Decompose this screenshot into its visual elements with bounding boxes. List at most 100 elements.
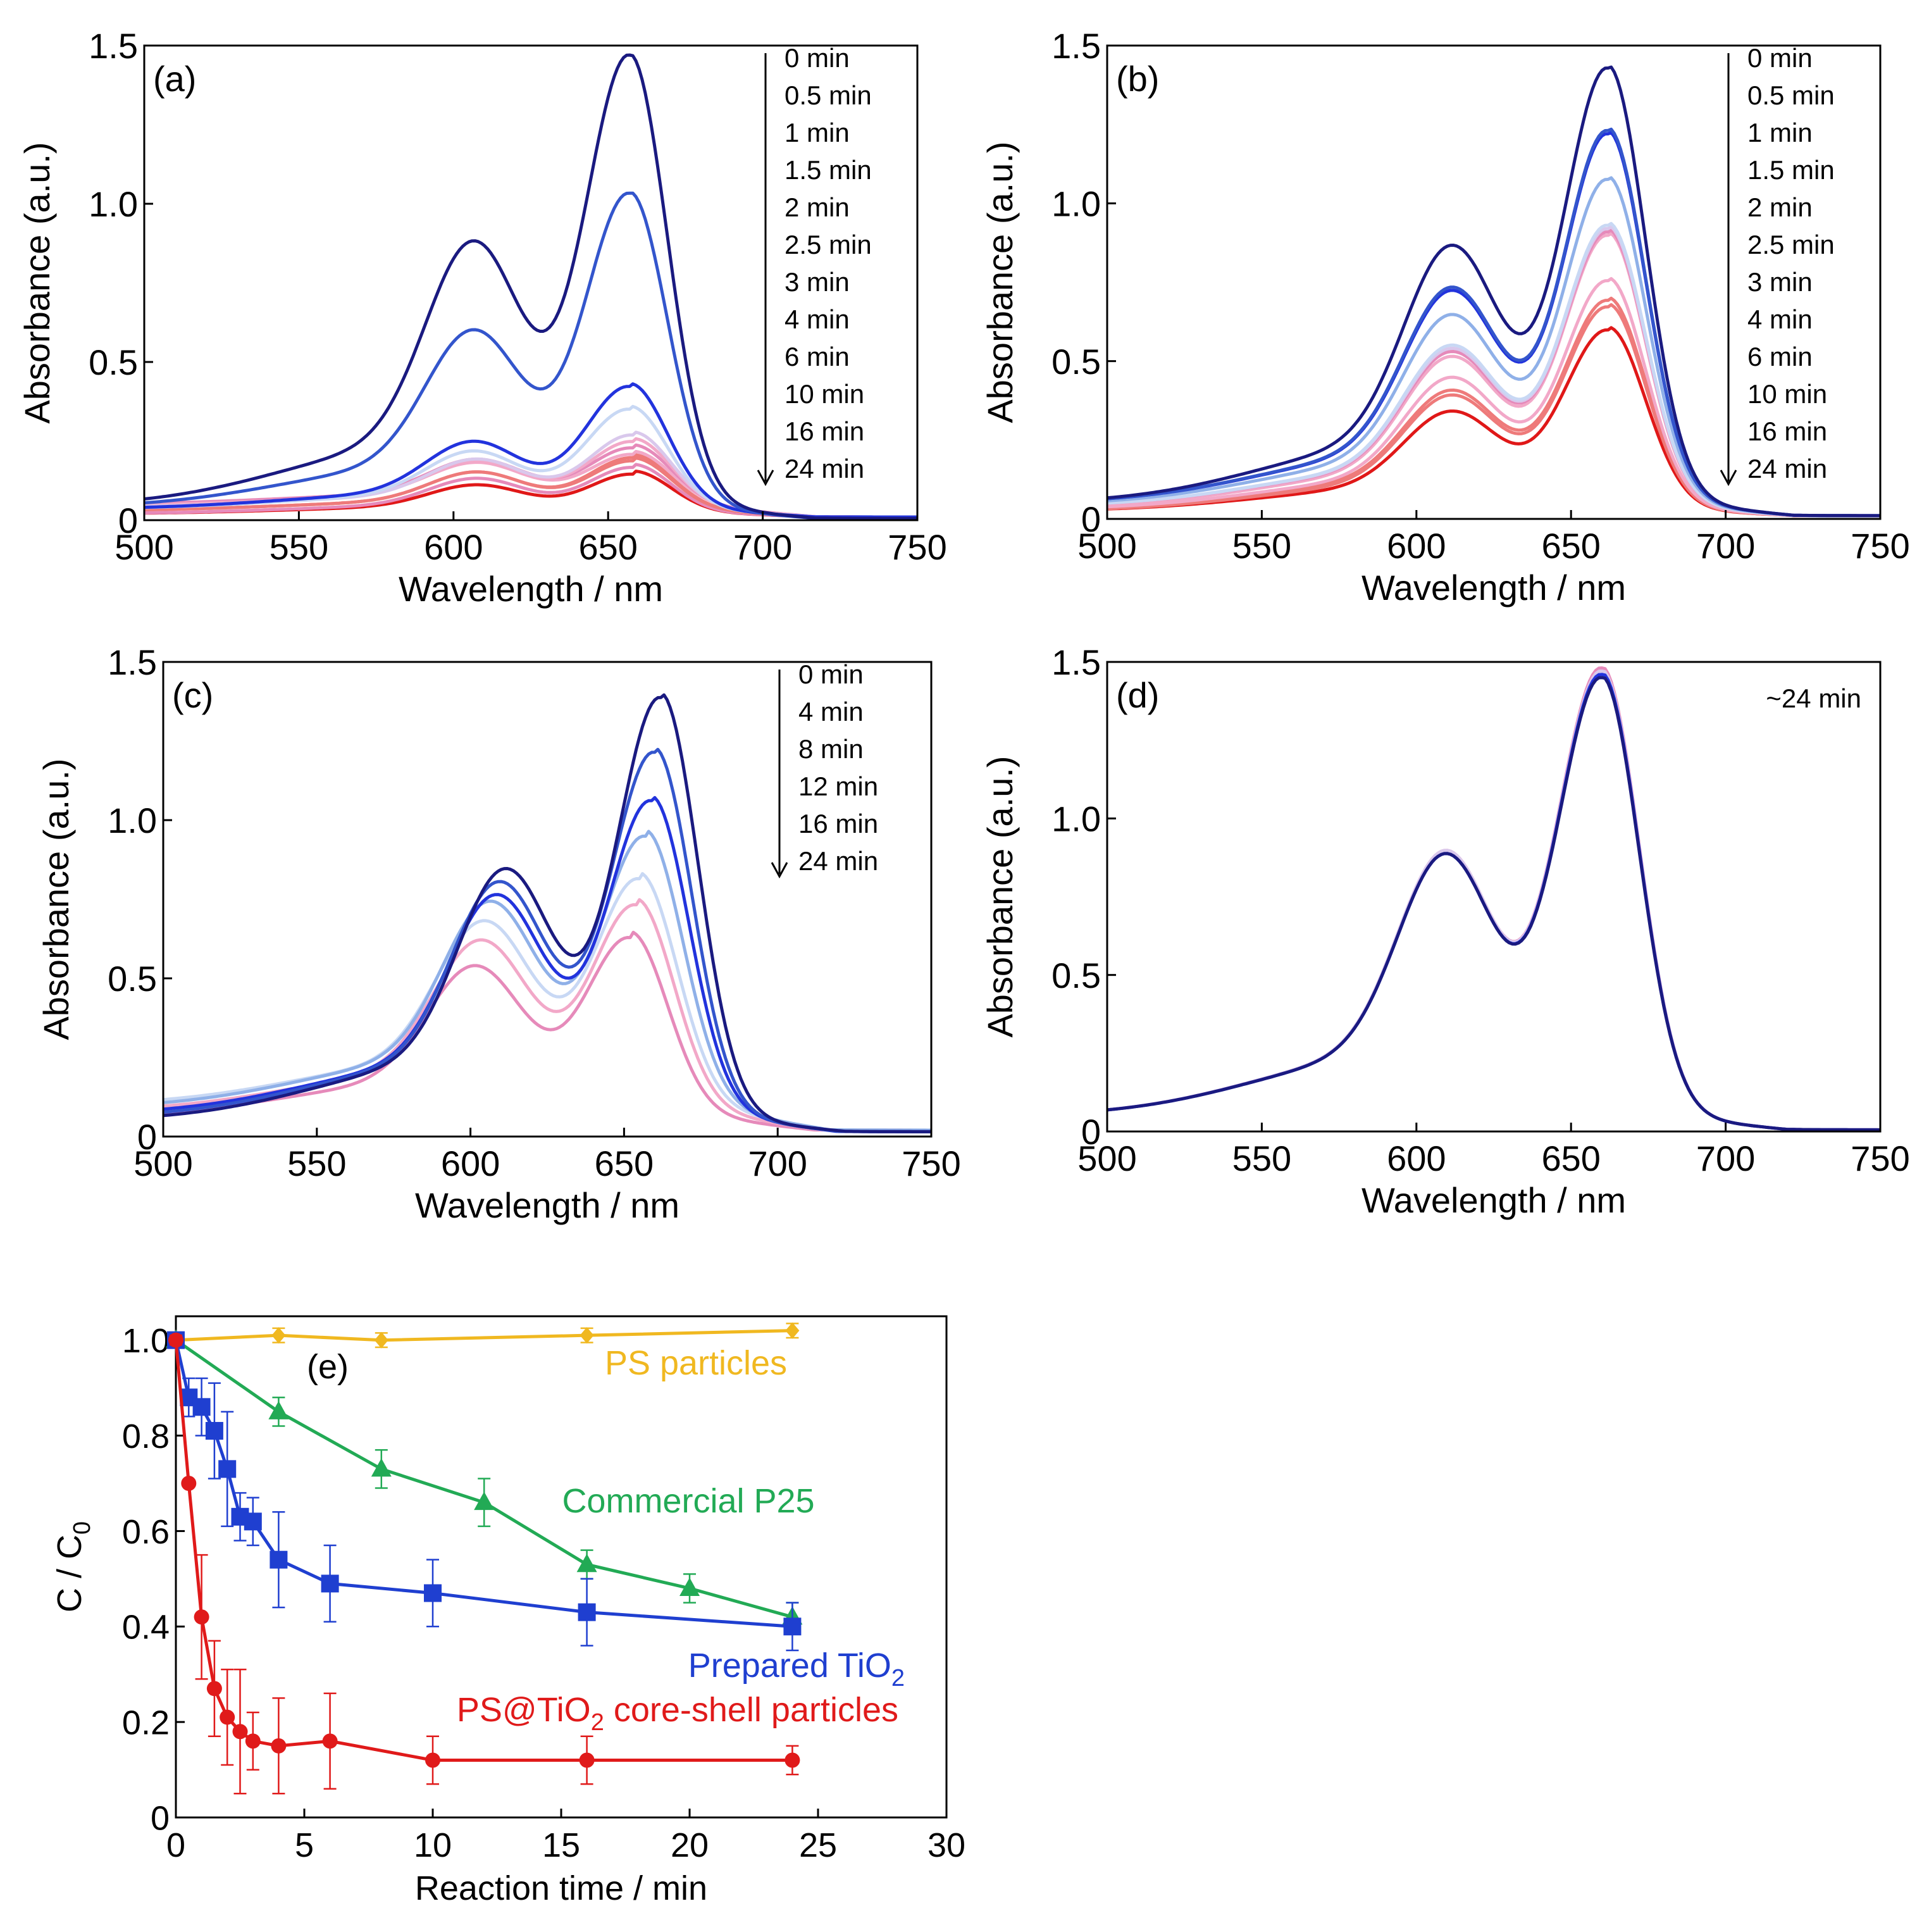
y-tick-label: 0 xyxy=(1081,1112,1101,1152)
data-point xyxy=(425,1752,440,1768)
legend-entry: 16 min xyxy=(798,809,878,838)
y-tick-label: 0 xyxy=(137,1117,157,1157)
legend-entry: 1 min xyxy=(785,118,850,147)
legend-entry: 6 min xyxy=(1747,342,1813,371)
x-tick-label: 550 xyxy=(270,527,328,567)
data-point xyxy=(245,1733,261,1749)
series-label-coreshell: PS@TiO2 core-shell particles xyxy=(457,1691,898,1736)
y-tick-label: 0 xyxy=(1081,499,1101,539)
x-axis-label: Wavelength / nm xyxy=(415,1185,679,1225)
x-axis-label: Wavelength / nm xyxy=(399,569,663,609)
legend-entry: 16 min xyxy=(785,416,864,446)
x-axis-label: Wavelength / nm xyxy=(1361,1180,1626,1220)
y-tick-label: 0.5 xyxy=(89,342,138,382)
legend-entry: 2.5 min xyxy=(785,230,872,259)
y-tick-label: 0.5 xyxy=(1051,956,1101,995)
data-point xyxy=(576,1554,597,1573)
data-point xyxy=(474,1492,495,1511)
series-Prepared-TiO2 xyxy=(167,1331,802,1652)
x-tick-label: 700 xyxy=(1696,1138,1755,1178)
legend-entry: 3 min xyxy=(1747,267,1813,297)
data-point xyxy=(783,1617,802,1636)
x-tick-label: 550 xyxy=(1232,1138,1291,1178)
series-Commercial-P25 xyxy=(166,1329,803,1633)
x-tick-label: 500 xyxy=(1077,526,1136,566)
legend-entry: 24 min xyxy=(1747,454,1827,483)
x-tick-label: 0 xyxy=(166,1826,185,1864)
data-point xyxy=(194,1609,209,1625)
legend-entry: 4 min xyxy=(785,304,850,334)
x-tick-label: 550 xyxy=(287,1144,346,1183)
data-point xyxy=(168,1332,183,1348)
x-tick-label: 600 xyxy=(424,527,483,567)
legend-entry: 8 min xyxy=(798,734,864,764)
data-point xyxy=(181,1476,197,1491)
plot-frame xyxy=(143,44,919,521)
y-tick-label: 0 xyxy=(118,501,138,540)
panel-label: (a) xyxy=(153,59,196,99)
panel-c: 500 550 600 650 700 750 0 0.5 1.0 1.5 Wavelength /… xyxy=(36,642,961,1225)
legend-entry: 0.5 min xyxy=(1747,80,1835,110)
series-label-p25: Commercial P25 xyxy=(562,1482,814,1520)
x-tick-label: 700 xyxy=(1696,526,1755,566)
panel-label: (e) xyxy=(307,1348,349,1386)
plot-frame xyxy=(162,661,933,1138)
series-label-prepared: Prepared TiO2 xyxy=(688,1647,905,1692)
x-tick-label: 5 xyxy=(295,1826,314,1864)
data-point xyxy=(218,1460,237,1478)
series-line xyxy=(174,1340,793,1762)
x-tick-label: 500 xyxy=(115,527,173,567)
y-axis-label: Absorbance (a.u.) xyxy=(17,142,57,423)
data-point xyxy=(271,1738,287,1754)
data-point xyxy=(271,1327,286,1344)
x-tick-label: 750 xyxy=(888,527,946,567)
legend-entry: 16 min xyxy=(1747,416,1827,446)
series-line-12-min xyxy=(163,830,931,1132)
y-tick-label: 1.5 xyxy=(108,642,157,682)
data-point xyxy=(206,1681,222,1697)
x-tick-label: 650 xyxy=(578,527,637,567)
legend-entry: 3 min xyxy=(785,267,850,297)
series-line-0-min xyxy=(1107,676,1881,1131)
y-tick-label: 0.4 xyxy=(122,1609,170,1647)
panel-e: 0 5 10 15 20 25 30 0 0.2 0.4 0.6 0.8 1.0 Reaction tim… xyxy=(51,1315,965,1907)
data-point xyxy=(785,1752,800,1768)
legend-entry: 0 min xyxy=(798,659,864,689)
data-point xyxy=(220,1709,235,1725)
x-tick-label: 500 xyxy=(1077,1138,1136,1178)
x-tick-label: 15 xyxy=(542,1826,580,1864)
data-point xyxy=(270,1550,288,1569)
x-tick-label: 700 xyxy=(748,1144,807,1183)
x-tick-label: 750 xyxy=(1851,1138,1909,1178)
legend-arrow-head xyxy=(1720,470,1737,487)
data-point xyxy=(192,1398,211,1416)
legend-entry: 10 min xyxy=(1747,379,1827,409)
legend-entry: 24 min xyxy=(785,454,864,483)
data-point xyxy=(205,1422,223,1440)
x-tick-label: 10 xyxy=(414,1826,452,1864)
data-point xyxy=(424,1584,442,1602)
y-tick-label: 1.0 xyxy=(122,1322,170,1360)
panel-label: (d) xyxy=(1116,675,1159,715)
legend-entry: 1.5 min xyxy=(1747,155,1835,185)
legend-entry: 10 min xyxy=(785,379,864,409)
y-tick-label: 1.0 xyxy=(1051,184,1101,223)
panel-d: 500 550 600 650 700 750 0 0.5 1.0 1.5 Wavelength /… xyxy=(980,642,1910,1220)
series-line-0-min xyxy=(1107,65,1880,518)
panel-b: 500 550 600 650 700 750 0 0.5 1.0 1.5 Wavelength /… xyxy=(980,26,1910,608)
series-line-24-min xyxy=(1107,666,1881,1131)
legend-entry: 0 min xyxy=(1747,43,1813,73)
x-tick-label: 750 xyxy=(1851,526,1909,566)
x-tick-label: 600 xyxy=(1387,1138,1446,1178)
legend-entry: 0 min xyxy=(785,43,850,73)
y-axis-label: C / C0 xyxy=(51,1521,96,1612)
x-tick-label: 600 xyxy=(1387,526,1446,566)
x-tick-label: 700 xyxy=(733,527,792,567)
y-axis-label: Absorbance (a.u.) xyxy=(980,141,1020,423)
data-point xyxy=(679,1577,700,1596)
x-tick-label: 600 xyxy=(441,1144,500,1183)
panel-a: 500 550 600 650 700 750 0 0.5 1.0 1.5 Wavelength /… xyxy=(17,26,947,609)
data-point xyxy=(232,1724,248,1740)
legend-entry: 6 min xyxy=(785,342,850,371)
data-point xyxy=(322,1733,338,1749)
